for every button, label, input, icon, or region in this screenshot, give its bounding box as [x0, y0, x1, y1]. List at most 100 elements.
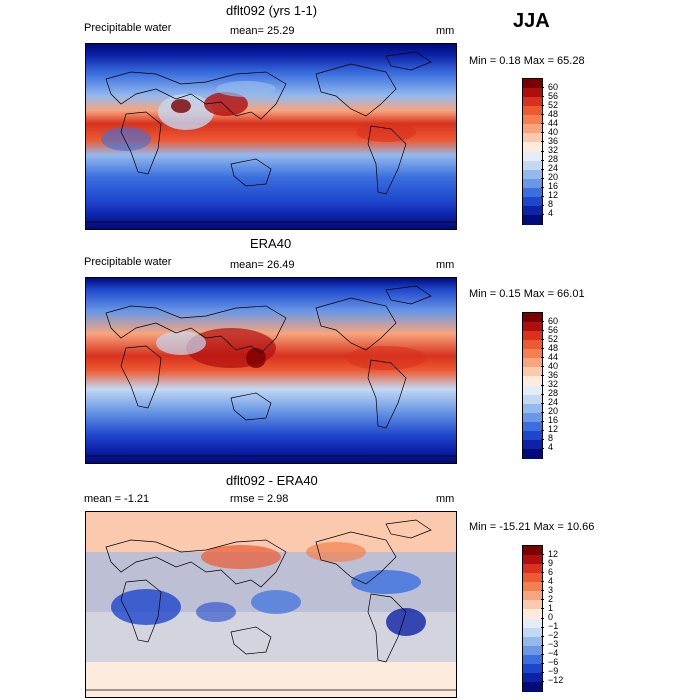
panel2-field-label: Precipitable water: [84, 256, 172, 268]
colorbar-segment: [523, 349, 542, 359]
colorbar-tick: [541, 159, 544, 161]
season-label: JJA: [513, 10, 550, 32]
colorbar-tick: [541, 195, 544, 197]
panel3-colorbar-labels: 12 9 6 4 3 2 1 0 −1 −2 −3 −4 −6 −9 −12: [541, 545, 576, 690]
colorbar-label: 3: [548, 584, 554, 595]
colorbar-segment: [523, 340, 542, 350]
colorbar-segment: [523, 160, 542, 171]
colorbar-tick: [541, 384, 544, 386]
colorbar-label: 56: [548, 90, 559, 101]
colorbar-label: 9: [548, 557, 554, 568]
colorbar-segment: [523, 178, 542, 189]
panel2-units: mm: [436, 259, 455, 271]
colorbar-segment: [523, 546, 542, 556]
panel1-colorbar: [522, 78, 543, 225]
colorbar-tick: [541, 87, 544, 89]
colorbar-tick: [541, 339, 544, 341]
colorbar-label: 52: [548, 333, 559, 344]
colorbar-tick: [541, 626, 544, 628]
colorbar-segment: [523, 385, 542, 396]
colorbar-label: 8: [548, 433, 554, 444]
colorbar-label: 60: [548, 81, 559, 92]
panel2-map-graphic: [86, 278, 456, 463]
colorbar-label: −3: [548, 639, 559, 650]
panel3-map-graphic: [86, 512, 456, 697]
panel3-units: mm: [436, 493, 455, 505]
colorbar-tick: [541, 411, 544, 413]
colorbar-tick: [541, 321, 544, 323]
colorbar-tick: [541, 375, 544, 377]
colorbar-label: 28: [548, 388, 559, 399]
colorbar-label: −12: [548, 675, 564, 686]
panel1-map: [85, 43, 457, 230]
panel2-colorbar: [522, 312, 543, 459]
colorbar-label: 12: [548, 424, 559, 435]
colorbar-label: 40: [548, 126, 559, 137]
colorbar-tick: [541, 204, 544, 206]
panel1-colorbar-labels: 60 56 52 48 44 40 36 32 28 24 20 16 12 8 4: [541, 78, 576, 223]
colorbar-label: 1: [548, 602, 554, 613]
colorbar-tick: [541, 168, 544, 170]
colorbar-tick: [541, 105, 544, 107]
colorbar-segment: [523, 106, 542, 116]
panel1-field-label: Precipitable water: [84, 22, 172, 34]
colorbar-label: −6: [548, 657, 559, 668]
colorbar-segment: [523, 196, 542, 207]
colorbar-label: 16: [548, 415, 559, 426]
colorbar-tick: [541, 213, 544, 215]
colorbar-segment: [523, 97, 542, 107]
colorbar-label: 24: [548, 397, 559, 408]
colorbar-tick: [541, 572, 544, 574]
colorbar-label: −2: [548, 630, 559, 641]
colorbar-segment: [523, 79, 542, 89]
colorbar-segment: [523, 313, 542, 323]
colorbar-segment: [523, 573, 542, 583]
colorbar-tick: [541, 348, 544, 350]
colorbar-label: 12: [548, 190, 559, 201]
colorbar-segment: [523, 636, 542, 647]
panel3-rmse: rmse = 2.98: [230, 493, 289, 505]
panel2-minmax: Min = 0.15 Max = 66.01: [469, 288, 585, 300]
colorbar-segment: [523, 115, 542, 125]
panel2-colorbar-labels: 60 56 52 48 44 40 36 32 28 24 20 16 12 8 4: [541, 312, 576, 457]
colorbar-tick: [541, 150, 544, 152]
panel2-map: [85, 277, 457, 464]
colorbar-tick: [541, 429, 544, 431]
colorbar-tick: [541, 581, 544, 583]
colorbar-segment: [523, 394, 542, 405]
panel1-minmax: Min = 0.18 Max = 65.28: [469, 55, 585, 67]
colorbar-segment: [523, 645, 542, 656]
colorbar-tick: [541, 662, 544, 664]
colorbar-segment: [523, 403, 542, 414]
colorbar-label: −4: [548, 648, 559, 659]
colorbar-label: 8: [548, 199, 554, 210]
colorbar-segment: [523, 681, 542, 692]
colorbar-tick: [541, 96, 544, 98]
panel1-mean: mean= 25.29: [230, 25, 295, 37]
colorbar-tick: [541, 438, 544, 440]
colorbar-tick: [541, 114, 544, 116]
colorbar-label: 32: [548, 145, 559, 155]
colorbar-segment: [523, 331, 542, 341]
colorbar-segment: [523, 376, 542, 386]
colorbar-tick: [541, 608, 544, 610]
colorbar-segment: [523, 412, 542, 423]
colorbar-tick: [541, 599, 544, 601]
colorbar-label: −9: [548, 666, 559, 677]
colorbar-tick: [541, 123, 544, 125]
colorbar-label: 20: [548, 406, 559, 417]
colorbar-label: 28: [548, 154, 559, 165]
colorbar-label: 4: [548, 208, 554, 219]
colorbar-tick: [541, 680, 544, 682]
colorbar-segment: [523, 133, 542, 143]
panel1-map-graphic: [86, 44, 456, 229]
colorbar-label: 12: [548, 548, 559, 559]
panel3-colorbar: [522, 545, 543, 692]
colorbar-segment: [523, 582, 542, 592]
colorbar-segment: [523, 358, 542, 368]
colorbar-label: 32: [548, 379, 559, 389]
colorbar-segment: [523, 367, 542, 377]
colorbar-segment: [523, 421, 542, 432]
colorbar-segment: [523, 591, 542, 601]
colorbar-segment: [523, 618, 542, 629]
